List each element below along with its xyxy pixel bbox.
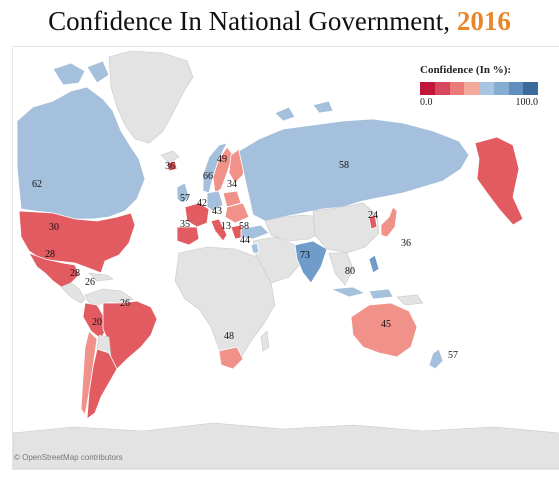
region-canada[interactable] bbox=[16, 86, 146, 220]
legend-swatch-7 bbox=[523, 82, 538, 95]
region-alaska[interactable] bbox=[474, 136, 524, 226]
region-uk[interactable] bbox=[176, 182, 190, 204]
region-spain[interactable] bbox=[176, 226, 200, 246]
region-chile[interactable] bbox=[80, 330, 98, 417]
legend-swatch-5 bbox=[493, 82, 509, 95]
region-australia[interactable] bbox=[350, 302, 418, 358]
label-central-america: 28 bbox=[70, 268, 80, 279]
label-uk: 57 bbox=[180, 193, 190, 204]
world-map[interactable]: 30 62 28 28 26 26 20 36 49 66 34 57 42 4… bbox=[12, 46, 559, 470]
region-new-zealand[interactable] bbox=[428, 348, 444, 370]
region-israel[interactable] bbox=[250, 242, 260, 254]
region-south-africa[interactable] bbox=[218, 346, 244, 370]
region-iceland bbox=[160, 150, 180, 164]
region-africa bbox=[174, 246, 276, 366]
label-israel: 44 bbox=[240, 235, 250, 246]
legend-title: Confidence (In %): bbox=[420, 64, 512, 76]
title-year: 2016 bbox=[456, 6, 511, 36]
label-mexico: 28 bbox=[45, 249, 55, 260]
label-philippines: 80 bbox=[345, 266, 355, 277]
map-title: Confidence In National Government, 2016 bbox=[0, 6, 559, 37]
legend-min-label: 0.0 bbox=[420, 97, 433, 108]
label-us: 30 bbox=[49, 222, 59, 233]
region-indonesia[interactable] bbox=[329, 286, 394, 300]
region-china[interactable] bbox=[312, 202, 380, 254]
label-poland: 34 bbox=[227, 179, 237, 190]
region-antarctica bbox=[13, 422, 559, 469]
label-japan: 36 bbox=[401, 238, 411, 249]
label-south-africa: 48 bbox=[224, 331, 234, 342]
region-se-asia bbox=[328, 252, 354, 286]
region-madagascar bbox=[260, 330, 270, 352]
region-india[interactable] bbox=[294, 240, 328, 284]
legend-swatch-0 bbox=[420, 82, 435, 95]
map-attribution: © OpenStreetMap contributors bbox=[14, 453, 123, 462]
legend-swatch-6 bbox=[508, 82, 524, 95]
label-turkey: 58 bbox=[239, 221, 249, 232]
label-france: 35 bbox=[180, 219, 190, 230]
region-papua bbox=[396, 294, 424, 306]
label-ireland: 36 bbox=[165, 161, 175, 172]
label-norway: 66 bbox=[203, 171, 213, 182]
label-hungary: 43 bbox=[212, 206, 222, 217]
region-italy[interactable] bbox=[210, 218, 228, 242]
region-turkey[interactable] bbox=[240, 224, 270, 240]
label-russia: 58 bbox=[339, 160, 349, 171]
region-argentina[interactable] bbox=[86, 348, 118, 420]
region-russia-islands bbox=[274, 100, 334, 122]
region-greenland bbox=[108, 50, 194, 144]
legend-labels: 0.0 100.0 bbox=[420, 97, 538, 109]
label-peru: 20 bbox=[92, 317, 102, 328]
title-text: Confidence In National Government, bbox=[48, 6, 451, 36]
region-philippines[interactable] bbox=[368, 254, 380, 274]
label-greece: 13 bbox=[221, 221, 231, 232]
legend-swatch-3 bbox=[464, 82, 479, 95]
region-peru[interactable] bbox=[82, 302, 108, 340]
region-france[interactable] bbox=[184, 202, 210, 228]
region-central-america bbox=[60, 282, 86, 304]
region-canada-islands bbox=[52, 60, 110, 86]
label-new-zealand: 57 bbox=[448, 350, 458, 361]
region-germany[interactable] bbox=[206, 190, 224, 212]
label-australia: 45 bbox=[381, 319, 391, 330]
legend-swatch-4 bbox=[479, 82, 494, 95]
legend-color-ramp bbox=[420, 82, 538, 95]
legend-max-label: 100.0 bbox=[515, 97, 539, 108]
label-brazil: 26 bbox=[120, 298, 130, 309]
label-korea: 24 bbox=[368, 210, 378, 221]
label-sweden: 49 bbox=[217, 154, 227, 165]
value-labels: 30 62 28 28 26 26 20 36 49 66 34 57 42 4… bbox=[32, 154, 458, 361]
region-korea[interactable] bbox=[368, 214, 378, 230]
region-poland[interactable] bbox=[222, 190, 242, 208]
region-ireland[interactable] bbox=[166, 160, 178, 172]
region-caribbean bbox=[88, 272, 114, 282]
map-svg[interactable]: 30 62 28 28 26 26 20 36 49 66 34 57 42 4… bbox=[13, 47, 559, 469]
map-legend: Confidence (In %): 0.0 100.0 bbox=[420, 64, 538, 109]
label-colombia: 26 bbox=[85, 277, 95, 288]
region-eastern-europe bbox=[224, 202, 250, 224]
label-germany: 42 bbox=[197, 198, 207, 209]
label-india: 73 bbox=[300, 250, 310, 261]
region-japan[interactable] bbox=[380, 206, 398, 238]
legend-swatch-2 bbox=[449, 82, 465, 95]
legend-swatch-1 bbox=[434, 82, 450, 95]
label-canada: 62 bbox=[32, 179, 42, 190]
